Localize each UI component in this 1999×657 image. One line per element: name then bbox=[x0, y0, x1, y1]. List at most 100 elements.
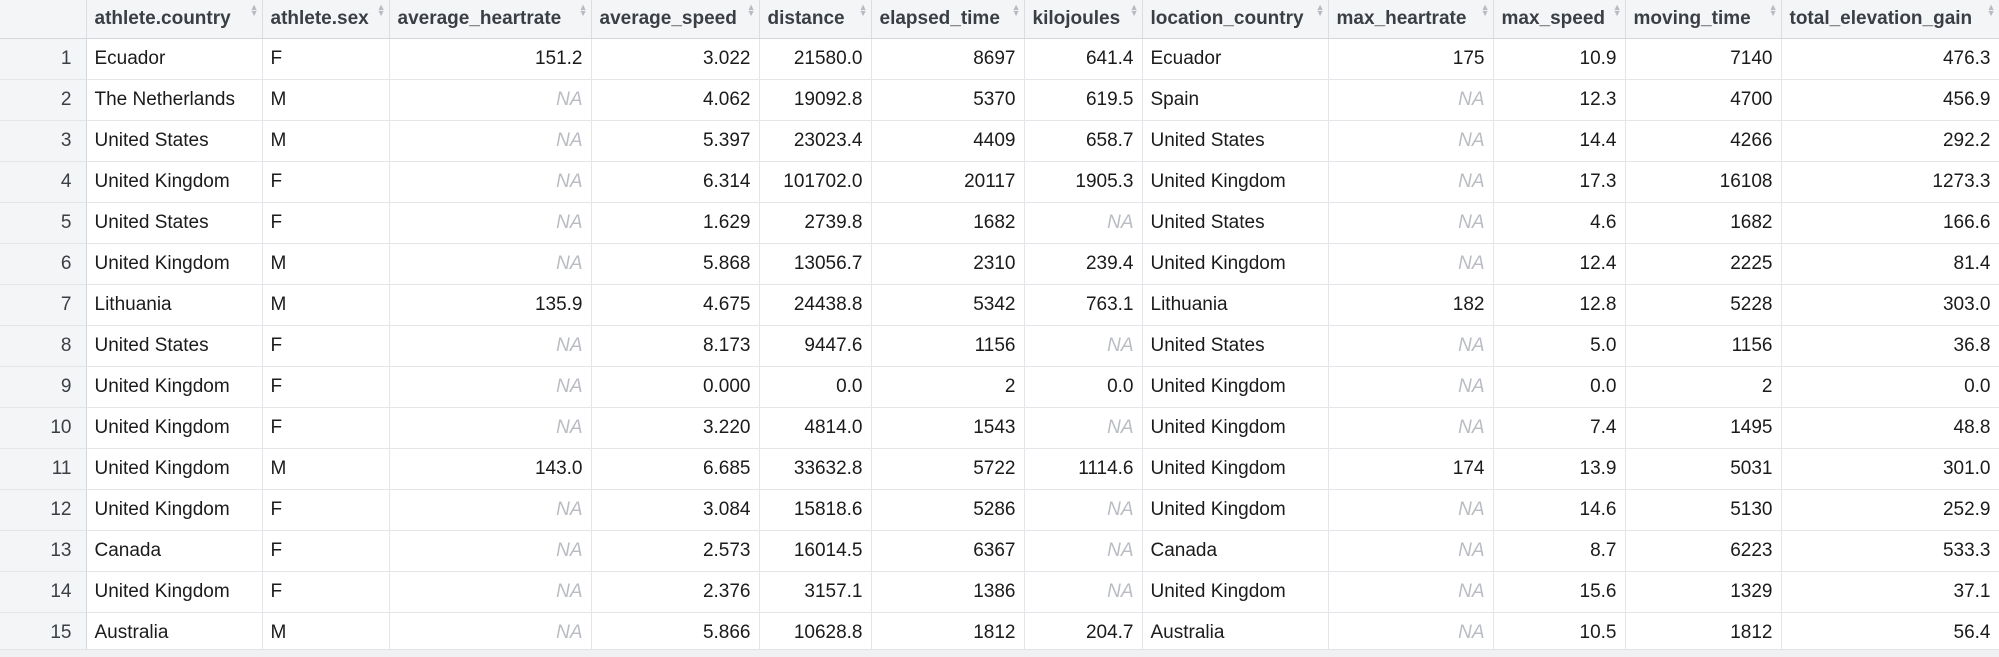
table-row[interactable]: 7 Lithuania M 135.9 4.675 24438.8 5342 763.1 Lit… bbox=[0, 284, 1999, 326]
cell-moving-time: 1682 bbox=[1625, 202, 1782, 244]
column-header-athlete-country[interactable]: athlete.country ▲ ▼ bbox=[86, 0, 263, 39]
row-number: 15 bbox=[0, 612, 87, 654]
table-row[interactable]: 4 United Kingdom F NA 6.314 101702.0 20117 1905… bbox=[0, 161, 1999, 203]
table-row[interactable]: 10 United Kingdom F NA 3.220 4814.0 1543 NA Unit… bbox=[0, 407, 1999, 449]
column-header-average-speed[interactable]: average_speed ▲ ▼ bbox=[591, 0, 760, 39]
column-header-label: athlete.country bbox=[94, 8, 231, 29]
cell-average-speed: 6.314 bbox=[591, 161, 760, 203]
row-number: 8 bbox=[0, 325, 87, 367]
cell-location-country: United Kingdom bbox=[1142, 161, 1329, 203]
table-row[interactable]: 6 United Kingdom M NA 5.868 13056.7 2310 239.4 U… bbox=[0, 243, 1999, 285]
cell-athlete-country: United Kingdom bbox=[86, 243, 263, 285]
cell-total-elevation-gain: 301.0 bbox=[1781, 448, 1999, 490]
cell-athlete-country: Lithuania bbox=[86, 284, 263, 326]
cell-distance: 2739.8 bbox=[759, 202, 872, 244]
cell-kilojoules: 619.5 bbox=[1024, 79, 1143, 121]
column-header-distance[interactable]: distance ▲ ▼ bbox=[759, 0, 872, 39]
cell-elapsed-time: 4409 bbox=[871, 120, 1025, 162]
horizontal-scrollbar[interactable] bbox=[0, 649, 1999, 657]
table-row[interactable]: 14 United Kingdom F NA 2.376 3157.1 1386 NA Unit… bbox=[0, 571, 1999, 613]
cell-elapsed-time: 5722 bbox=[871, 448, 1025, 490]
sort-arrows-icon: ▲ ▼ bbox=[1011, 2, 1021, 18]
cell-athlete-country: United Kingdom bbox=[86, 407, 263, 449]
cell-kilojoules: 239.4 bbox=[1024, 243, 1143, 285]
table-row[interactable]: 9 United Kingdom F NA 0.000 0.0 2 0.0 United Kin… bbox=[0, 366, 1999, 408]
cell-distance: 9447.6 bbox=[759, 325, 872, 367]
table-row[interactable]: 13 Canada F NA 2.573 16014.5 6367 NA Canada NA 8.7… bbox=[0, 530, 1999, 572]
cell-location-country: United States bbox=[1142, 202, 1329, 244]
column-header-moving-time[interactable]: moving_time ▲ ▼ bbox=[1625, 0, 1782, 39]
cell-total-elevation-gain: 36.8 bbox=[1781, 325, 1999, 367]
cell-total-elevation-gain: 252.9 bbox=[1781, 489, 1999, 531]
cell-moving-time: 16108 bbox=[1625, 161, 1782, 203]
table-row[interactable]: 15 Australia M NA 5.866 10628.8 1812 204.7 Austr… bbox=[0, 612, 1999, 654]
cell-average-speed: 5.397 bbox=[591, 120, 760, 162]
sort-arrows-icon: ▲ ▼ bbox=[858, 2, 868, 18]
row-number: 9 bbox=[0, 366, 87, 408]
cell-location-country: Lithuania bbox=[1142, 284, 1329, 326]
cell-max-heartrate: NA bbox=[1328, 325, 1494, 367]
cell-average-heartrate: NA bbox=[389, 161, 592, 203]
cell-max-heartrate: 182 bbox=[1328, 284, 1494, 326]
column-header-max-heartrate[interactable]: max_heartrate ▲ ▼ bbox=[1328, 0, 1494, 39]
table-row[interactable]: 5 United States F NA 1.629 2739.8 1682 NA United… bbox=[0, 202, 1999, 244]
cell-athlete-country: United States bbox=[86, 202, 263, 244]
column-header-athlete-sex[interactable]: athlete.sex ▲ ▼ bbox=[262, 0, 390, 39]
cell-max-speed: 13.9 bbox=[1493, 448, 1626, 490]
cell-elapsed-time: 1543 bbox=[871, 407, 1025, 449]
cell-max-heartrate: NA bbox=[1328, 202, 1494, 244]
cell-distance: 23023.4 bbox=[759, 120, 872, 162]
cell-total-elevation-gain: 1273.3 bbox=[1781, 161, 1999, 203]
cell-distance: 33632.8 bbox=[759, 448, 872, 490]
cell-distance: 13056.7 bbox=[759, 243, 872, 285]
cell-location-country: United Kingdom bbox=[1142, 489, 1329, 531]
column-header-max-speed[interactable]: max_speed ▲ ▼ bbox=[1493, 0, 1626, 39]
cell-elapsed-time: 8697 bbox=[871, 38, 1025, 80]
cell-athlete-country: Australia bbox=[86, 612, 263, 654]
cell-athlete-sex: M bbox=[262, 448, 390, 490]
cell-max-speed: 14.4 bbox=[1493, 120, 1626, 162]
cell-max-speed: 15.6 bbox=[1493, 571, 1626, 613]
row-number: 2 bbox=[0, 79, 87, 121]
cell-total-elevation-gain: 303.0 bbox=[1781, 284, 1999, 326]
cell-moving-time: 2 bbox=[1625, 366, 1782, 408]
column-header-total-elevation-gain[interactable]: total_elevation_gain ▲ ▼ bbox=[1781, 0, 1999, 39]
row-number: 5 bbox=[0, 202, 87, 244]
column-header-location-country[interactable]: location_country ▲ ▼ bbox=[1142, 0, 1329, 39]
cell-elapsed-time: 5342 bbox=[871, 284, 1025, 326]
cell-athlete-sex: F bbox=[262, 202, 390, 244]
row-number: 13 bbox=[0, 530, 87, 572]
cell-kilojoules: 658.7 bbox=[1024, 120, 1143, 162]
cell-athlete-sex: F bbox=[262, 489, 390, 531]
column-header-elapsed-time[interactable]: elapsed_time ▲ ▼ bbox=[871, 0, 1025, 39]
column-header-average-heartrate[interactable]: average_heartrate ▲ ▼ bbox=[389, 0, 592, 39]
cell-average-speed: 3.084 bbox=[591, 489, 760, 531]
cell-kilojoules: 0.0 bbox=[1024, 366, 1143, 408]
column-header-kilojoules[interactable]: kilojoules ▲ ▼ bbox=[1024, 0, 1143, 39]
table-row[interactable]: 12 United Kingdom F NA 3.084 15818.6 5286 NA Uni… bbox=[0, 489, 1999, 531]
cell-total-elevation-gain: 456.9 bbox=[1781, 79, 1999, 121]
cell-average-speed: 4.062 bbox=[591, 79, 760, 121]
cell-kilojoules: 204.7 bbox=[1024, 612, 1143, 654]
table-row[interactable]: 2 The Netherlands M NA 4.062 19092.8 5370 619.5… bbox=[0, 79, 1999, 121]
table-row[interactable]: 11 United Kingdom M 143.0 6.685 33632.8 5722 11… bbox=[0, 448, 1999, 490]
cell-average-speed: 2.376 bbox=[591, 571, 760, 613]
table-row[interactable]: 1 Ecuador F 151.2 3.022 21580.0 8697 641.4 Ecuad… bbox=[0, 38, 1999, 80]
cell-average-heartrate: 143.0 bbox=[389, 448, 592, 490]
cell-athlete-sex: F bbox=[262, 530, 390, 572]
column-header-label: distance bbox=[767, 8, 845, 29]
column-header-label: moving_time bbox=[1633, 8, 1751, 29]
cell-distance: 101702.0 bbox=[759, 161, 872, 203]
sort-arrows-icon: ▲ ▼ bbox=[1612, 2, 1622, 18]
cell-max-heartrate: NA bbox=[1328, 489, 1494, 531]
cell-max-speed: 5.0 bbox=[1493, 325, 1626, 367]
table-row[interactable]: 3 United States M NA 5.397 23023.4 4409 658.7 Un… bbox=[0, 120, 1999, 162]
cell-average-heartrate: NA bbox=[389, 243, 592, 285]
cell-distance: 4814.0 bbox=[759, 407, 872, 449]
cell-average-speed: 5.868 bbox=[591, 243, 760, 285]
cell-moving-time: 6223 bbox=[1625, 530, 1782, 572]
table-row[interactable]: 8 United States F NA 8.173 9447.6 1156 NA United… bbox=[0, 325, 1999, 367]
cell-athlete-sex: M bbox=[262, 243, 390, 285]
